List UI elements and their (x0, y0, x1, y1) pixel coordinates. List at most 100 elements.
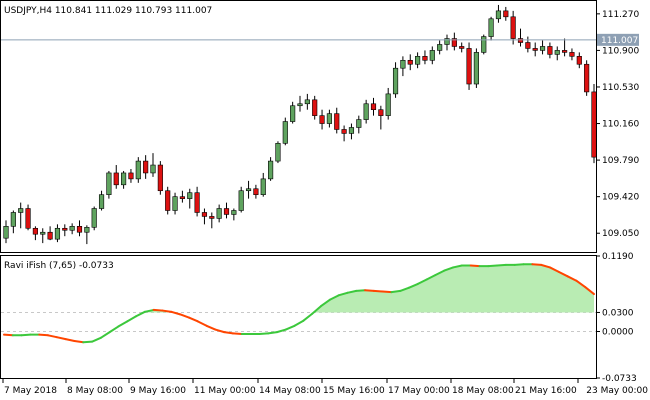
candle-body-bull (385, 93, 391, 116)
price-axis: 111.270 110.900 110.530 110.160 109.790 109.4… (596, 10, 639, 239)
candle-body-bear (576, 56, 582, 65)
time-tick-label: 14 May 08:00 (259, 386, 321, 396)
candle-body-bear (165, 190, 171, 211)
indicator-segment-down (47, 334, 58, 339)
indicator-segment-up (487, 264, 499, 268)
candle-body-bull (304, 99, 310, 105)
candle (370, 97, 377, 116)
indicator-segment-down (55, 336, 67, 341)
indicator-segment-down (557, 270, 569, 278)
candle (76, 220, 83, 237)
candle-body-bull (400, 59, 406, 69)
indicator-segment-down (548, 266, 560, 273)
candle-body-bear (201, 212, 208, 217)
indicator-segment-up (434, 269, 446, 277)
candle-body-bull (245, 188, 252, 192)
indicator-segment-down (364, 289, 375, 292)
candle (223, 202, 230, 219)
indicator-segment-up (408, 282, 419, 289)
candle (326, 109, 332, 128)
candle-body-bear (517, 38, 524, 43)
indicator-segment-down (196, 320, 208, 327)
time-axis: 7 May 2018 8 May 08:00 9 May 16:00 11 May 0… (2, 379, 648, 396)
candle (539, 40, 546, 55)
candle-body-bear (510, 16, 516, 39)
candle-body-bear (407, 59, 413, 65)
indicator-segment-down (566, 275, 578, 282)
candle (54, 224, 61, 243)
candle-body-bull (84, 226, 90, 233)
indicator-segment-up (99, 331, 111, 339)
indicator-segment-down (575, 279, 587, 289)
candle (40, 228, 46, 244)
candle-body-bull (40, 231, 46, 235)
price-tick-label: 111.270 (602, 10, 639, 20)
candle (3, 220, 9, 244)
candle-body-bear (179, 196, 185, 199)
candle (415, 52, 421, 69)
candles-layer (3, 4, 597, 245)
candle (312, 95, 318, 120)
candle (62, 224, 68, 237)
indicator-segment-up (258, 332, 270, 336)
indicator-line (3, 263, 595, 344)
indicator-segment-down (205, 324, 217, 331)
indicator-tick-label: 0.0300 (602, 308, 634, 318)
candle-body-bull (69, 226, 75, 231)
indicator-segment-up (135, 310, 146, 318)
candle (429, 46, 435, 65)
candle (466, 42, 472, 90)
candle-body-bull (275, 142, 281, 162)
price-tick-label: 109.050 (602, 229, 639, 239)
indicator-segment-up (443, 266, 455, 272)
indicator-segment-up (302, 312, 314, 322)
candle (547, 42, 553, 59)
indicator-axis: 0.1190 0.0300 0.0000 -0.0733 (596, 252, 637, 384)
time-tick-label: 11 May 00:00 (194, 386, 256, 396)
indicator-segment-up (328, 294, 340, 301)
candle-body-bull (326, 113, 332, 124)
candle (363, 99, 369, 124)
indicator-segment-down (38, 333, 50, 337)
candle (260, 172, 266, 197)
candle (209, 212, 215, 229)
candle (245, 180, 252, 199)
candle (268, 157, 274, 181)
candle-body-bear (253, 188, 259, 195)
current-price-box (597, 33, 639, 46)
indicator-segment-down (161, 309, 173, 313)
indicator-segment-down (73, 340, 85, 344)
indicator-fill (143, 264, 595, 313)
candle (481, 34, 487, 55)
time-tick-label: 17 May 00:00 (388, 386, 450, 396)
indicator-segment-down (372, 289, 384, 293)
candle-body-bear (532, 48, 538, 51)
candle (495, 4, 502, 23)
indicator-segment-down (3, 333, 14, 337)
candle (216, 204, 222, 223)
candle-body-bear (562, 50, 568, 53)
indicator-segment-down (531, 263, 543, 266)
candle-body-bear (503, 10, 509, 18)
indicator-segment-down (223, 331, 234, 335)
candle (473, 48, 479, 88)
candle-body-bull (54, 227, 61, 240)
candle (459, 42, 465, 53)
candle-body-bear (47, 231, 53, 240)
indicator-segment-up (311, 305, 323, 315)
price-tick-label: 110.900 (602, 46, 639, 56)
indicator-segment-up (284, 324, 296, 331)
candle (569, 48, 575, 61)
candle-body-bear (525, 42, 531, 49)
candle-body-bull (363, 103, 369, 120)
current-price-label: 111.007 (601, 36, 638, 46)
candle (18, 202, 24, 229)
candle (47, 226, 53, 241)
candle-body-bull (91, 208, 97, 228)
candle (231, 208, 237, 221)
time-tick-label: 9 May 16:00 (130, 386, 186, 396)
candle-body-bear (113, 172, 119, 186)
indicator-segment-down (231, 332, 243, 336)
